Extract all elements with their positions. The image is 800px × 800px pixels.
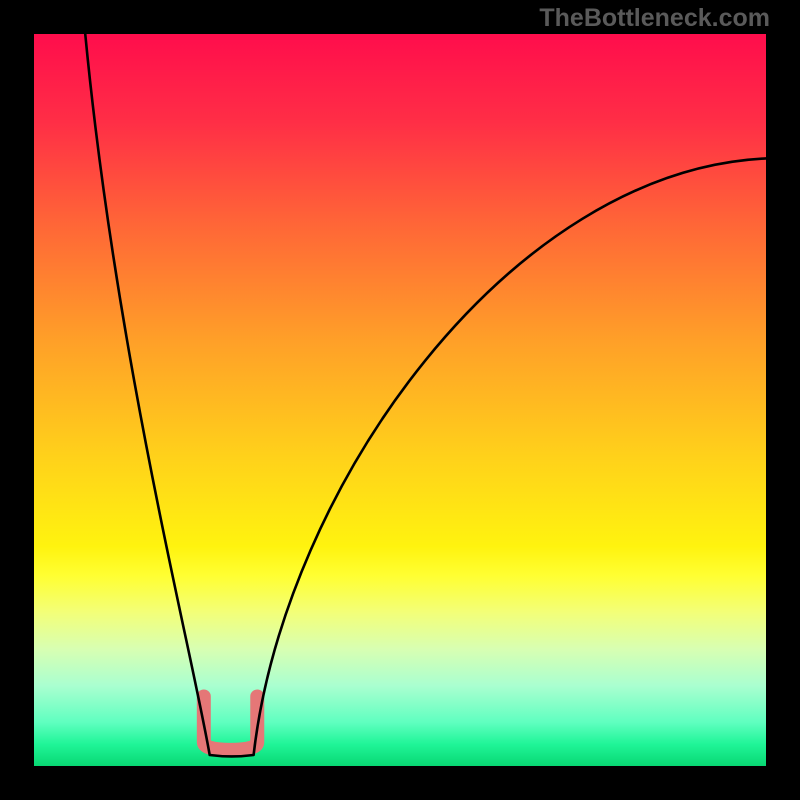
chart-frame bbox=[0, 0, 800, 800]
canvas: TheBottleneck.com bbox=[0, 0, 800, 800]
curve-layer bbox=[34, 34, 766, 766]
bottleneck-curve bbox=[85, 34, 766, 756]
plot-area bbox=[34, 34, 766, 766]
optimal-range-marker bbox=[204, 696, 257, 749]
watermark-text: TheBottleneck.com bbox=[539, 4, 770, 33]
